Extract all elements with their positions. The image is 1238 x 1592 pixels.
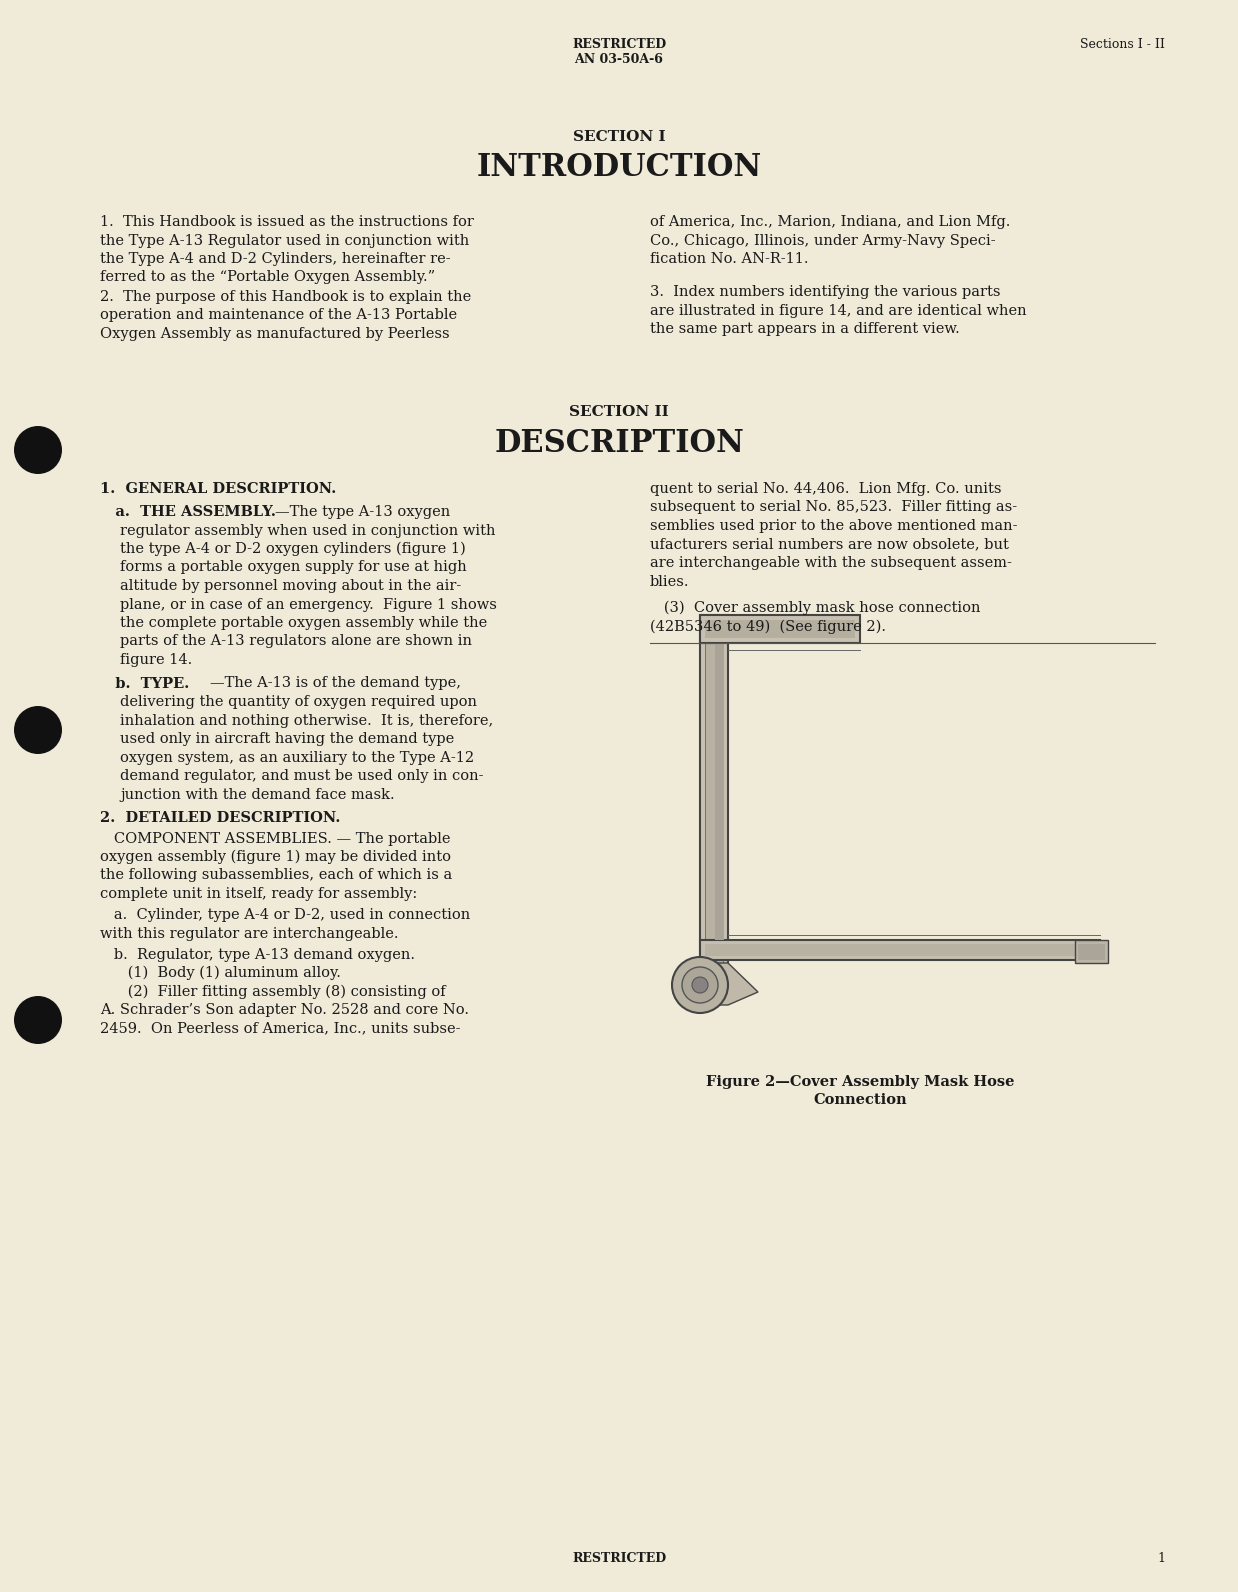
Text: used only in aircraft having the demand type: used only in aircraft having the demand … (120, 732, 454, 747)
Text: RESTRICTED: RESTRICTED (572, 1552, 666, 1565)
Text: a.  Cylinder, type A-4 or D-2, used in connection: a. Cylinder, type A-4 or D-2, used in co… (100, 909, 470, 922)
Text: Oxygen Assembly as manufactured by Peerless: Oxygen Assembly as manufactured by Peerl… (100, 326, 449, 341)
Text: blies.: blies. (650, 575, 690, 589)
Text: oxygen system, as an auxiliary to the Type A-12: oxygen system, as an auxiliary to the Ty… (120, 750, 474, 764)
Text: (1)  Body (1) aluminum alloy.: (1) Body (1) aluminum alloy. (100, 966, 340, 981)
Text: complete unit in itself, ready for assembly:: complete unit in itself, ready for assem… (100, 887, 417, 901)
Text: 3.  Index numbers identifying the various parts: 3. Index numbers identifying the various… (650, 285, 1000, 299)
Text: (2)  Filler fitting assembly (8) consisting of: (2) Filler fitting assembly (8) consisti… (100, 984, 446, 998)
Text: A. Schrader’s Son adapter No. 2528 and core No.: A. Schrader’s Son adapter No. 2528 and c… (100, 1003, 469, 1017)
Text: subsequent to serial No. 85,523.  Filler fitting as-: subsequent to serial No. 85,523. Filler … (650, 500, 1018, 514)
Text: parts of the A-13 regulators alone are shown in: parts of the A-13 regulators alone are s… (120, 635, 472, 648)
Text: inhalation and nothing otherwise.  It is, therefore,: inhalation and nothing otherwise. It is,… (120, 713, 493, 728)
Text: 2.  The purpose of this Handbook is to explain the: 2. The purpose of this Handbook is to ex… (100, 290, 472, 304)
Text: altitude by personnel moving about in the air-: altitude by personnel moving about in th… (120, 579, 462, 592)
Text: ufacturers serial numbers are now obsolete, but: ufacturers serial numbers are now obsole… (650, 538, 1009, 551)
Text: Figure 2—Cover Assembly Mask Hose: Figure 2—Cover Assembly Mask Hose (706, 1075, 1014, 1089)
Text: —The type A-13 oxygen: —The type A-13 oxygen (275, 505, 451, 519)
Text: SECTION I: SECTION I (573, 131, 665, 143)
Text: 2459.  On Peerless of America, Inc., units subse-: 2459. On Peerless of America, Inc., unit… (100, 1022, 461, 1035)
Text: 1: 1 (1158, 1552, 1165, 1565)
Text: forms a portable oxygen supply for use at high: forms a portable oxygen supply for use a… (120, 560, 467, 575)
Text: 1.  This Handbook is issued as the instructions for: 1. This Handbook is issued as the instru… (100, 215, 474, 229)
Text: figure 14.: figure 14. (120, 653, 192, 667)
Text: 1.  GENERAL DESCRIPTION.: 1. GENERAL DESCRIPTION. (100, 482, 337, 497)
Text: the following subassemblies, each of which is a: the following subassemblies, each of whi… (100, 869, 452, 882)
Text: plane, or in case of an emergency.  Figure 1 shows: plane, or in case of an emergency. Figur… (120, 597, 496, 611)
Text: quent to serial No. 44,406.  Lion Mfg. Co. units: quent to serial No. 44,406. Lion Mfg. Co… (650, 482, 1002, 497)
Text: the type A-4 or D-2 oxygen cylinders (figure 1): the type A-4 or D-2 oxygen cylinders (fi… (120, 541, 465, 556)
Text: (42B5346 to 49)  (See figure 2).: (42B5346 to 49) (See figure 2). (650, 619, 886, 634)
Text: of America, Inc., Marion, Indiana, and Lion Mfg.: of America, Inc., Marion, Indiana, and L… (650, 215, 1010, 229)
Text: 2.  DETAILED DESCRIPTION.: 2. DETAILED DESCRIPTION. (100, 810, 340, 825)
Text: a.  THE ASSEMBLY.: a. THE ASSEMBLY. (100, 505, 276, 519)
Text: b.  Regulator, type A-13 demand oxygen.: b. Regulator, type A-13 demand oxygen. (100, 947, 415, 962)
Text: AN 03-50A-6: AN 03-50A-6 (574, 53, 664, 65)
Text: the Type A-4 and D-2 Cylinders, hereinafter re-: the Type A-4 and D-2 Cylinders, hereinaf… (100, 252, 451, 266)
Text: the Type A-13 Regulator used in conjunction with: the Type A-13 Regulator used in conjunct… (100, 234, 469, 247)
Text: oxygen assembly (figure 1) may be divided into: oxygen assembly (figure 1) may be divide… (100, 850, 451, 864)
Text: ferred to as the “Portable Oxygen Assembly.”: ferred to as the “Portable Oxygen Assemb… (100, 271, 435, 285)
Text: —The A-13 is of the demand type,: —The A-13 is of the demand type, (210, 677, 461, 691)
Text: demand regulator, and must be used only in con-: demand regulator, and must be used only … (120, 769, 484, 783)
Text: delivering the quantity of oxygen required upon: delivering the quantity of oxygen requir… (120, 696, 477, 708)
Text: DESCRIPTION: DESCRIPTION (494, 428, 744, 458)
Text: RESTRICTED: RESTRICTED (572, 38, 666, 51)
Text: Sections I - II: Sections I - II (1080, 38, 1165, 51)
Text: with this regulator are interchangeable.: with this regulator are interchangeable. (100, 927, 399, 941)
Text: fication No. AN-R-11.: fication No. AN-R-11. (650, 252, 808, 266)
Text: INTRODUCTION: INTRODUCTION (477, 151, 761, 183)
Text: junction with the demand face mask.: junction with the demand face mask. (120, 788, 395, 801)
Text: the complete portable oxygen assembly while the: the complete portable oxygen assembly wh… (120, 616, 488, 630)
Text: (3)  Cover assembly mask hose connection: (3) Cover assembly mask hose connection (650, 602, 980, 616)
Text: semblies used prior to the above mentioned man-: semblies used prior to the above mention… (650, 519, 1018, 533)
Text: b.  TYPE.: b. TYPE. (100, 677, 189, 691)
Text: the same part appears in a different view.: the same part appears in a different vie… (650, 322, 959, 336)
Text: SECTION II: SECTION II (569, 404, 669, 419)
Text: are interchangeable with the subsequent assem-: are interchangeable with the subsequent … (650, 556, 1011, 570)
Text: are illustrated in figure 14, and are identical when: are illustrated in figure 14, and are id… (650, 304, 1026, 317)
Text: Connection: Connection (813, 1094, 906, 1106)
Text: operation and maintenance of the A-13 Portable: operation and maintenance of the A-13 Po… (100, 309, 457, 323)
Text: regulator assembly when used in conjunction with: regulator assembly when used in conjunct… (120, 524, 495, 538)
Text: Co., Chicago, Illinois, under Army-Navy Speci-: Co., Chicago, Illinois, under Army-Navy … (650, 234, 995, 247)
Text: COMPONENT ASSEMBLIES. — The portable: COMPONENT ASSEMBLIES. — The portable (100, 831, 451, 845)
